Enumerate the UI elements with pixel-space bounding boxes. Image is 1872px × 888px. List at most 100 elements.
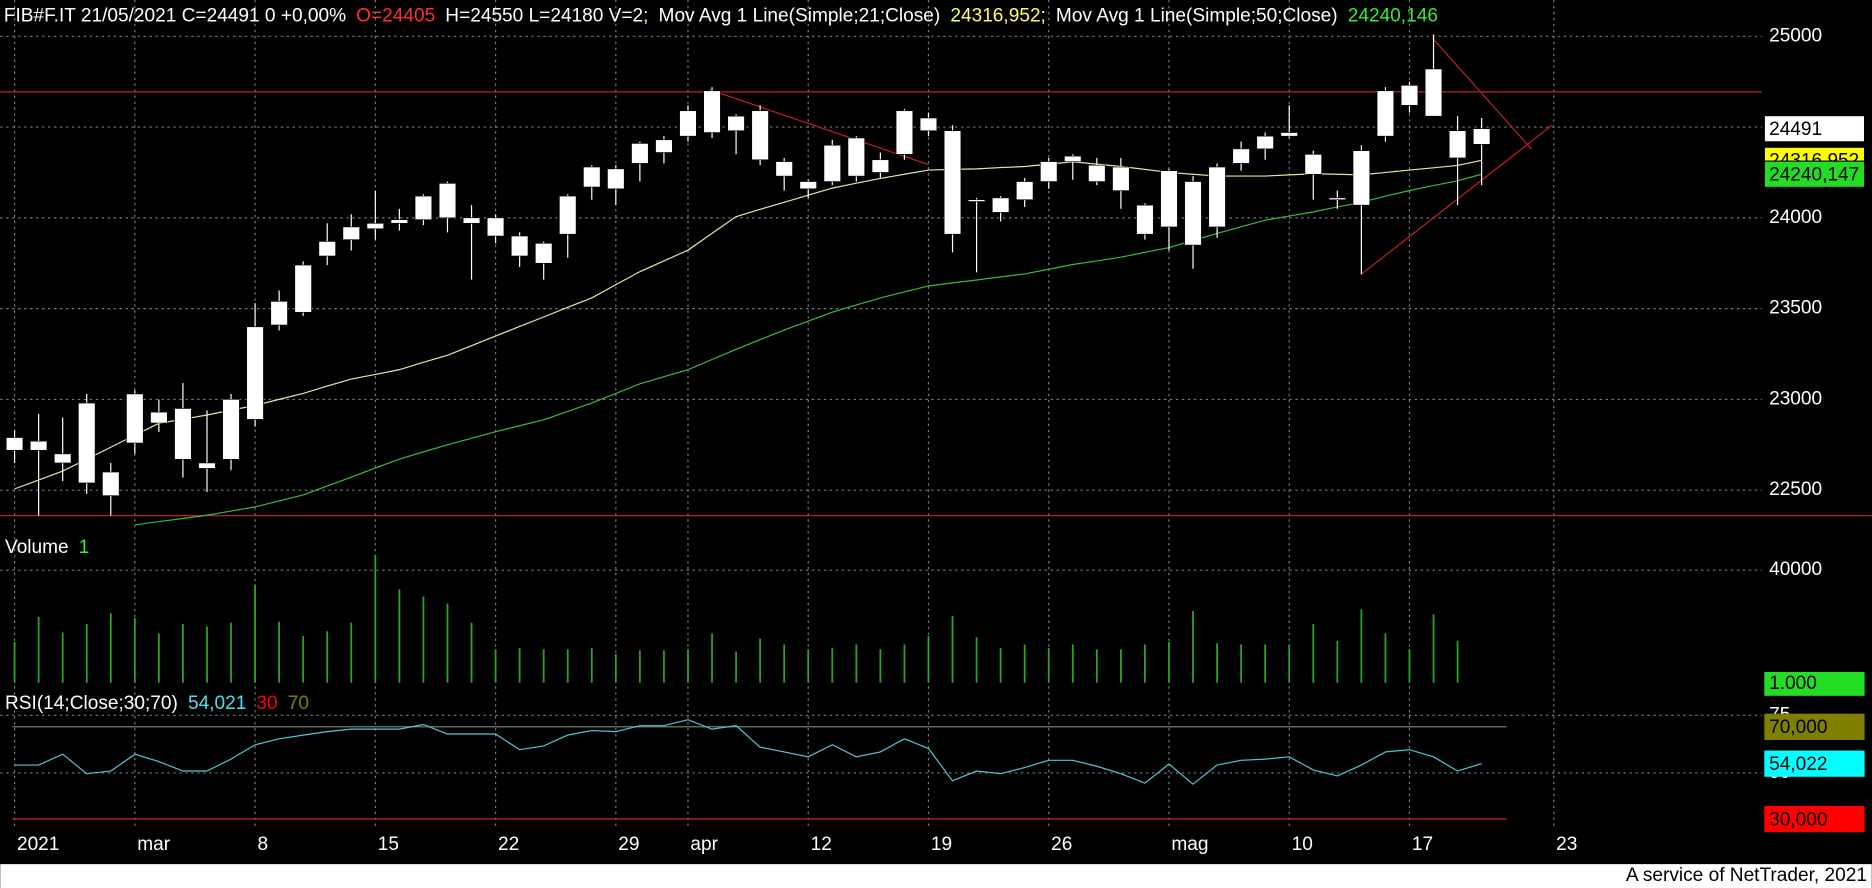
candle-body	[727, 115, 745, 132]
candle-body	[1088, 164, 1106, 182]
candle-body	[1472, 128, 1491, 145]
volume-tag-label: 1.000	[1769, 673, 1817, 694]
candle-body	[54, 453, 72, 464]
rsi-tag-label: 54,022	[1769, 754, 1827, 775]
candle-body	[222, 399, 240, 460]
rsi-title: RSI(14;Close;30;70)	[5, 693, 178, 714]
x-tick-label: 23	[1556, 834, 1577, 855]
candle-body	[919, 117, 938, 132]
candle-body	[871, 159, 890, 173]
trendline	[1432, 37, 1533, 150]
trendline	[1360, 124, 1553, 275]
footer: A service of NetTrader, 2021	[1626, 865, 1867, 886]
rsi-tag	[1764, 805, 1865, 833]
candle-body	[1064, 155, 1082, 162]
candle-body	[775, 161, 793, 177]
x-tick-label: mag	[1171, 834, 1208, 855]
candle-body	[102, 471, 120, 496]
y-tick-label: 23000	[1769, 388, 1822, 409]
candle-body	[366, 223, 384, 230]
rsi-tag	[1764, 750, 1865, 777]
price-tag-label: 24240,147	[1769, 165, 1859, 186]
candle-body	[703, 90, 721, 133]
candle-body	[510, 235, 529, 257]
background	[0, 0, 1871, 864]
candle-body	[1448, 130, 1467, 159]
x-tick-label: 15	[378, 834, 399, 855]
x-tick-label: apr	[690, 834, 718, 855]
rsi-tag	[1764, 713, 1865, 740]
y-tick-label: 23500	[1769, 298, 1822, 319]
legend-ma50: Mov Avg 1 Line(Simple;50;Close)	[1056, 6, 1338, 27]
y-tick-label: 22500	[1769, 479, 1822, 500]
candle-body	[342, 226, 360, 240]
candle-body	[1352, 150, 1371, 206]
footer-strip	[0, 864, 1872, 888]
y-tick-label: 24000	[1769, 207, 1822, 228]
candle-body	[655, 139, 673, 153]
price-tag	[1763, 114, 1866, 143]
candle-body	[799, 181, 817, 190]
legend-ma21: Mov Avg 1 Line(Simple;21;Close)	[659, 6, 941, 27]
candle-body	[847, 137, 865, 177]
candle-body	[559, 195, 577, 235]
candle-body	[270, 301, 288, 326]
x-tick-label: 26	[1051, 834, 1072, 855]
candle-body	[751, 110, 769, 161]
trendline	[709, 88, 930, 166]
rsi-level-high: 70	[288, 693, 309, 714]
x-tick-label: 29	[618, 834, 639, 855]
candle-body	[535, 242, 553, 264]
y-tick-label: 40000	[1769, 559, 1822, 580]
candle-body	[1160, 170, 1178, 228]
candle-body	[5, 437, 24, 451]
candle-body	[1136, 204, 1154, 235]
candle-body	[1328, 197, 1346, 201]
candle-body	[1040, 161, 1058, 182]
rsi-tag-label: 30,000	[1769, 809, 1827, 830]
moving-average	[134, 173, 1482, 526]
candle-body	[78, 402, 96, 484]
x-tick-label: 19	[931, 834, 952, 855]
rsi-header: RSI(14;Close;30;70) 54,021 30 70	[5, 693, 309, 714]
candle-body	[174, 408, 192, 460]
candle-body	[414, 195, 433, 220]
x-tick-label: 22	[498, 834, 519, 855]
volume-tag	[1764, 671, 1865, 696]
candle-body	[246, 326, 264, 420]
candle-body	[823, 144, 841, 182]
header-title: FIB#F.IT 21/05/2021 C=24491 0 +0,00%	[4, 6, 346, 27]
y-tick-label: 25000	[1769, 25, 1822, 46]
candle-body	[1112, 166, 1130, 191]
volume-title-value: 1	[79, 537, 90, 558]
candle-body	[438, 183, 457, 219]
candle-body	[631, 143, 649, 164]
candle-body	[1424, 68, 1443, 117]
header-ohlc: H=24550 L=24180 V=2	[445, 6, 643, 27]
candle-body	[1304, 154, 1322, 175]
volume-title: Volume	[5, 537, 69, 558]
candle-body	[1376, 90, 1395, 137]
rsi-current: 54,021	[188, 693, 246, 714]
candle-body	[390, 219, 409, 224]
price-tag	[1763, 160, 1866, 188]
candle-body	[318, 241, 336, 257]
candle-body	[1400, 85, 1419, 106]
candle-body	[1208, 166, 1226, 228]
x-tick-label: 2021	[17, 834, 59, 855]
volume-header: Volume 1	[5, 537, 89, 558]
candle-body	[943, 130, 962, 235]
header-open: O=24405	[356, 6, 435, 27]
candle-body	[486, 217, 505, 237]
marks	[5, 34, 1507, 820]
x-tick-label: 8	[257, 834, 268, 855]
candle-body	[679, 110, 697, 137]
candle-body	[29, 440, 48, 451]
candle-body	[1184, 181, 1202, 246]
candle-body	[1256, 135, 1274, 150]
legend-ma50-value: 24240,146	[1348, 6, 1438, 27]
candle-body	[1280, 132, 1298, 137]
candle-body	[294, 264, 312, 313]
legend-ma21-value: 24316,952;	[950, 6, 1045, 27]
